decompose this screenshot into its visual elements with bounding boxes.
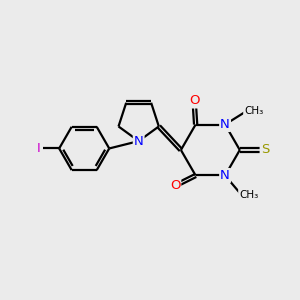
- Text: I: I: [37, 142, 41, 155]
- Text: N: N: [220, 169, 230, 182]
- Text: CH₃: CH₃: [244, 106, 263, 116]
- Text: N: N: [220, 118, 230, 131]
- Text: S: S: [261, 143, 269, 157]
- Text: O: O: [189, 94, 200, 107]
- Text: CH₃: CH₃: [239, 190, 258, 200]
- Text: O: O: [170, 179, 180, 192]
- Text: N: N: [134, 135, 143, 148]
